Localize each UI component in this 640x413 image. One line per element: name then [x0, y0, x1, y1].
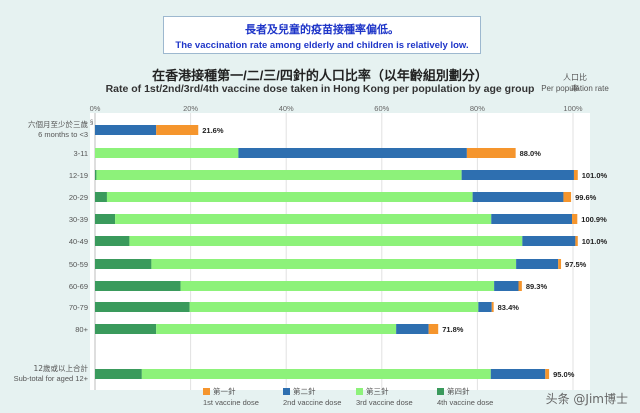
legend-swatch [437, 388, 444, 395]
bar-segment [156, 324, 397, 334]
bar-segment [461, 170, 574, 180]
bar-total-label: 88.0% [520, 149, 542, 158]
bar-segment [95, 281, 181, 291]
legend-label-en: 2nd vaccine dose [283, 398, 341, 407]
notice-box: 長者及兒童的疫苗接種率偏低。 The vaccination rate amon… [163, 16, 481, 54]
category-footnote-mark: § [90, 120, 93, 126]
category-label-en: 6 months to <3 [38, 130, 88, 139]
category-label: 50-59 [69, 260, 88, 269]
category-label: 12-19 [69, 171, 88, 180]
bar-segment [490, 369, 546, 379]
x-tick-label: 80% [470, 104, 485, 113]
category-label-en: Sub-total for aged 12+ [14, 374, 89, 383]
notice-text-zh: 長者及兒童的疫苗接種率偏低。 [245, 24, 399, 36]
bar-segment [466, 148, 516, 158]
category-label: 60-69 [69, 282, 88, 291]
bar-total-label: 71.8% [442, 325, 464, 334]
category-label: 30-39 [69, 215, 88, 224]
bar-total-label: 100.9% [581, 215, 607, 224]
legend-swatch [283, 388, 290, 395]
x-tick-label: 60% [374, 104, 389, 113]
category-label-zh: 12歲或以上合計 [33, 363, 88, 373]
bar-segment [189, 302, 479, 312]
chart-title-en: Rate of 1st/2nd/3rd/4th vaccine dose tak… [105, 83, 535, 95]
bar-segment [95, 125, 157, 135]
bar-total-label: 97.5% [565, 260, 587, 269]
legend-label-en: 1st vaccine dose [203, 398, 259, 407]
unit-label-en: Per population rate [541, 84, 609, 93]
category-label: 40-49 [69, 237, 88, 246]
bar-total-label: 89.3% [526, 282, 548, 291]
bar-segment [478, 302, 492, 312]
category-label: 70-79 [69, 303, 88, 312]
bar-segment [95, 148, 239, 158]
legend-swatch [356, 388, 363, 395]
x-tick-label: 20% [183, 104, 198, 113]
notice-text-en: The vaccination rate among elderly and c… [175, 40, 469, 51]
bar-total-label: 83.4% [498, 303, 520, 312]
x-tick-label: 100% [563, 104, 583, 113]
bar-segment [572, 214, 578, 224]
legend-label-zh: 第四針 [447, 386, 470, 396]
bar-segment [396, 324, 429, 334]
category-label: 20-29 [69, 193, 88, 202]
bar-total-label: 95.0% [553, 370, 575, 379]
bar-segment [472, 192, 564, 202]
bar-segment [95, 236, 130, 246]
legend-label-zh: 第三針 [366, 386, 389, 396]
x-tick-label: 40% [279, 104, 294, 113]
legend-label-en: 4th vaccine dose [437, 398, 493, 407]
category-label-zh: 六個月至少於三歲 [28, 119, 88, 129]
x-tick-label: 0% [90, 104, 101, 113]
bar-segment [428, 324, 439, 334]
plot-area [90, 113, 590, 390]
bar-segment [494, 281, 519, 291]
bar-segment [516, 259, 559, 269]
category-label: 3-11 [74, 149, 88, 158]
bar-segment [545, 369, 550, 379]
chart-title-zh: 在香港接種第一/二/三/四針的人口比率（以年齡組別劃分） [152, 68, 488, 83]
category-label: 80+ [75, 325, 88, 334]
bar-segment [573, 170, 578, 180]
bar-segment [129, 236, 523, 246]
bar-segment [95, 170, 97, 180]
bar-segment [522, 236, 576, 246]
bar-segment [575, 236, 578, 246]
bar-segment [563, 192, 572, 202]
bar-segment [95, 369, 142, 379]
bar-segment [156, 125, 199, 135]
bar-segment [491, 302, 494, 312]
watermark: 头条 @Jim博士 [545, 392, 628, 406]
bar-segment [115, 214, 492, 224]
bar-segment [518, 281, 522, 291]
bar-segment [238, 148, 467, 158]
legend-swatch [203, 388, 210, 395]
bar-segment [151, 259, 517, 269]
bar-segment [180, 281, 495, 291]
bar-segment [558, 259, 562, 269]
unit-label-zh: 人口比率 [563, 73, 587, 93]
bar-total-label: 101.0% [582, 171, 608, 180]
bar-total-label: 21.6% [202, 126, 224, 135]
bar-segment [95, 259, 152, 269]
bar-segment [141, 369, 491, 379]
legend-label-zh: 第二針 [293, 386, 316, 396]
legend-label-zh: 第一針 [213, 386, 236, 396]
bar-segment [95, 192, 107, 202]
bar-segment [95, 214, 116, 224]
bar-segment [491, 214, 573, 224]
bar-total-label: 99.6% [575, 193, 597, 202]
bar-segment [95, 324, 157, 334]
bar-total-label: 101.0% [582, 237, 608, 246]
bar-segment [106, 192, 473, 202]
legend-label-en: 3rd vaccine dose [356, 398, 413, 407]
bar-segment [95, 302, 190, 312]
bar-segment [96, 170, 462, 180]
